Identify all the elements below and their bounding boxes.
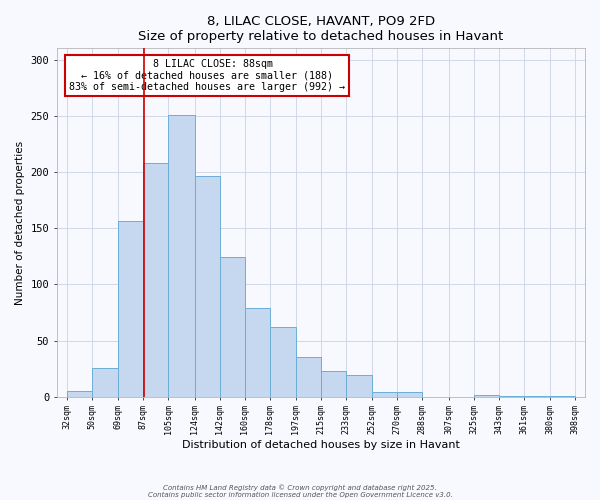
Bar (220, 258, 245, 397)
Bar (550, 396, 575, 397)
Bar (321, 371, 346, 397)
Bar (499, 396, 524, 397)
Bar (168, 114, 194, 397)
Bar (194, 176, 220, 397)
Bar (524, 396, 550, 397)
Text: 8 LILAC CLOSE: 88sqm
← 16% of detached houses are smaller (188)
83% of semi-deta: 8 LILAC CLOSE: 88sqm ← 16% of detached h… (70, 59, 346, 92)
Bar (296, 358, 321, 397)
Text: Contains HM Land Registry data © Crown copyright and database right 2025.
Contai: Contains HM Land Registry data © Crown c… (148, 484, 452, 498)
Y-axis label: Number of detached properties: Number of detached properties (15, 140, 25, 304)
Bar (143, 163, 168, 397)
Bar (92, 368, 118, 397)
Bar (269, 327, 296, 397)
Bar (397, 392, 422, 397)
Bar (67, 391, 92, 397)
Bar (373, 392, 397, 397)
Bar (118, 222, 143, 397)
Title: 8, LILAC CLOSE, HAVANT, PO9 2FD
Size of property relative to detached houses in : 8, LILAC CLOSE, HAVANT, PO9 2FD Size of … (139, 15, 503, 43)
Bar (245, 308, 269, 397)
Bar (346, 376, 373, 397)
X-axis label: Distribution of detached houses by size in Havant: Distribution of detached houses by size … (182, 440, 460, 450)
Bar (474, 394, 499, 397)
